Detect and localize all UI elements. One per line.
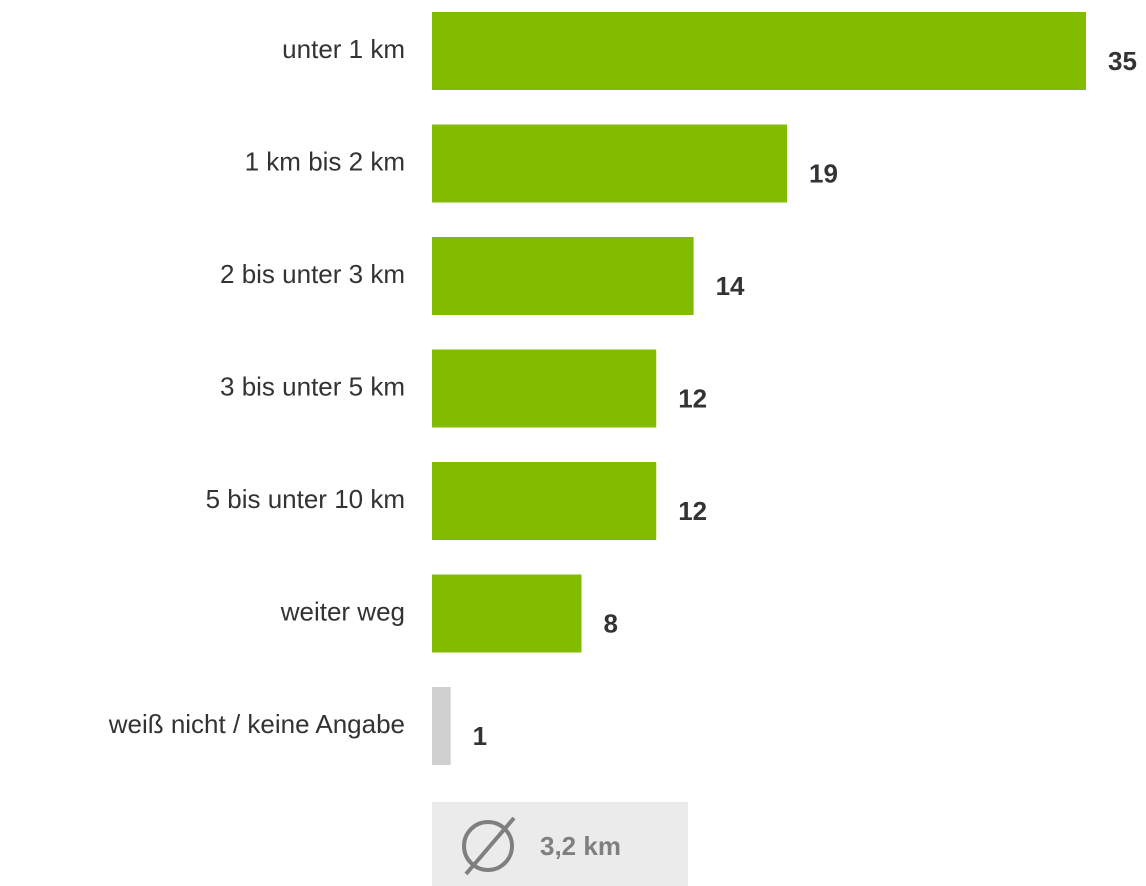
bar <box>432 124 788 203</box>
category-label: 5 bis unter 10 km <box>206 484 405 514</box>
value-label: 12 <box>678 383 707 413</box>
average-label: 3,2 km <box>540 831 621 861</box>
bar <box>432 349 657 428</box>
value-label: 1 <box>473 721 487 751</box>
value-label: 35 <box>1108 46 1137 76</box>
average-box <box>432 802 688 886</box>
bar <box>432 574 582 653</box>
category-label: 3 bis unter 5 km <box>220 371 405 401</box>
bar <box>432 12 1086 90</box>
category-label: weiß nicht / keine Angabe <box>108 709 405 739</box>
bar <box>432 687 451 765</box>
value-label: 12 <box>678 496 707 526</box>
category-label: 1 km bis 2 km <box>245 146 405 176</box>
category-label: 2 bis unter 3 km <box>220 259 405 289</box>
value-label: 8 <box>603 608 617 638</box>
category-label: unter 1 km <box>282 34 405 64</box>
value-label: 19 <box>809 158 838 188</box>
value-label: 14 <box>716 271 745 301</box>
category-label: weiter weg <box>280 596 405 626</box>
average-icon <box>462 816 516 876</box>
bar <box>432 462 657 540</box>
bar <box>432 237 694 315</box>
